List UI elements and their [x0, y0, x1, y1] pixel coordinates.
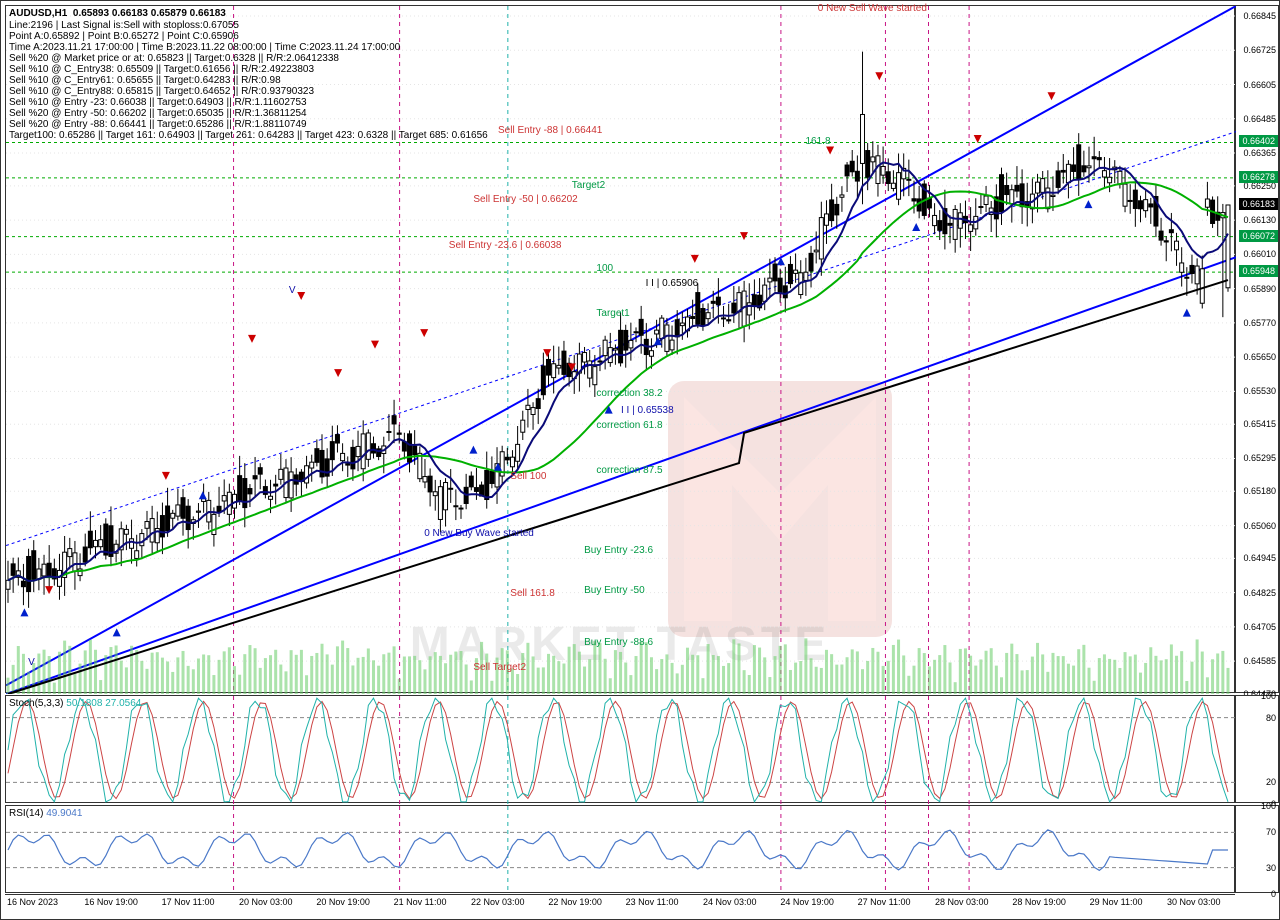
chart-annotation: I I | 0.65906: [646, 278, 699, 289]
ticker-label: AUDUSD,H1 0.65893 0.66183 0.65879 0.6618…: [9, 8, 226, 19]
rsi-label: RSI(14) 49.9041: [9, 808, 82, 819]
price-tag: 0.66402: [1239, 135, 1278, 147]
ytick: 0.65060: [1243, 521, 1276, 531]
xtick: 23 Nov 11:00: [626, 897, 679, 907]
ytick: 0.66130: [1243, 215, 1276, 225]
ytick: 0.65890: [1243, 284, 1276, 294]
yaxis-stoch: 10080200: [1235, 695, 1279, 803]
xtick: 22 Nov 19:00: [548, 897, 602, 907]
chart-annotation: 100: [596, 263, 613, 274]
ytick: 0.64705: [1243, 622, 1276, 632]
header-line-10: Target100: 0.65286 || Target 161: 0.6490…: [9, 130, 488, 141]
chart-annotation: Buy Entry -23.6: [584, 545, 653, 556]
ytick: 0.66010: [1243, 249, 1276, 259]
xtick: 28 Nov 19:00: [1012, 897, 1066, 907]
rsi-svg: [6, 806, 1236, 894]
xtick: 20 Nov 03:00: [239, 897, 293, 907]
chart-annotation: Sell Entry -23.6 | 0.66038: [449, 240, 562, 251]
chart-annotation: V: [289, 285, 296, 296]
stoch-svg: [6, 696, 1236, 804]
stoch-label: Stoch(5,3,3) 50.1808 27.0564: [9, 698, 141, 709]
chart-annotation: 0 New Buy Wave started: [424, 528, 534, 539]
header-line-9: Sell %20 @ Entry -88: 0.66441 || Target:…: [9, 119, 307, 130]
price-tag: 0.66183: [1239, 198, 1278, 210]
chart-annotation: Target2: [572, 180, 605, 191]
ytick: 20: [1266, 777, 1276, 787]
price-tag: 0.65948: [1239, 265, 1278, 277]
chart-annotation: Sell Entry -88 | 0.66441: [498, 125, 602, 136]
xtick: 24 Nov 19:00: [780, 897, 834, 907]
ytick: 0.66605: [1243, 80, 1276, 90]
ytick: 0: [1271, 889, 1276, 899]
xtick: 16 Nov 2023: [7, 897, 58, 907]
ytick: 0.65295: [1243, 453, 1276, 463]
yaxis-rsi: 10070300: [1235, 805, 1279, 893]
rsi-panel[interactable]: RSI(14) 49.9041: [5, 805, 1235, 893]
ytick: 0.65650: [1243, 352, 1276, 362]
ytick: 30: [1266, 863, 1276, 873]
xtick: 20 Nov 19:00: [316, 897, 370, 907]
header-line-6: Sell %10 @ C_Entry88: 0.65815 || Target:…: [9, 86, 314, 97]
ytick: 0.66485: [1243, 114, 1276, 124]
chart-annotation: Buy Entry -50: [584, 585, 645, 596]
ytick: 80: [1266, 713, 1276, 723]
header-line-2: Time A:2023.11.21 17:00:00 | Time B:2023…: [9, 42, 400, 53]
header-line-8: Sell %20 @ Entry -50: 0.66202 || Target:…: [9, 108, 307, 119]
chart-annotation: V: [28, 657, 35, 668]
chart-annotation: Buy Entry -88.6: [584, 637, 653, 648]
xtick: 24 Nov 03:00: [703, 897, 757, 907]
chart-container: MARKET TASTE AUDUSD,H1 0.65893 0.66183 0…: [0, 0, 1280, 920]
ytick: 0.64945: [1243, 553, 1276, 563]
ytick: 0.64585: [1243, 656, 1276, 666]
chart-annotation: correction 87.5: [596, 465, 662, 476]
xtick: 17 Nov 11:00: [162, 897, 215, 907]
ytick: 0.65180: [1243, 486, 1276, 496]
xtick: 16 Nov 19:00: [84, 897, 138, 907]
chart-annotation: Sell 161.8: [510, 588, 554, 599]
price-tag: 0.66072: [1239, 230, 1278, 242]
ytick: 0.66365: [1243, 148, 1276, 158]
xtick: 21 Nov 11:00: [394, 897, 447, 907]
header-line-4: Sell %10 @ C_Entry38: 0.65509 || Target:…: [9, 64, 314, 75]
header-line-1: Point A:0.65892 | Point B:0.65272 | Poin…: [9, 31, 239, 42]
chart-annotation: correction 61.8: [596, 420, 662, 431]
ytick: 0.64825: [1243, 588, 1276, 598]
price-tag: 0.66278: [1239, 171, 1278, 183]
chart-annotation: correction 38.2: [596, 388, 662, 399]
chart-annotation: Sell 100: [510, 471, 546, 482]
ytick: 0.65770: [1243, 318, 1276, 328]
xtick: 29 Nov 11:00: [1090, 897, 1143, 907]
ytick: 100: [1261, 691, 1276, 701]
main-price-chart[interactable]: MARKET TASTE AUDUSD,H1 0.65893 0.66183 0…: [5, 5, 1235, 693]
chart-annotation: I I | 0.65538: [621, 405, 674, 416]
chart-annotation: Sell Entry -50 | 0.66202: [473, 194, 577, 205]
header-line-0: Line:2196 | Last Signal is:Sell with sto…: [9, 20, 239, 31]
ytick: 0.65530: [1243, 386, 1276, 396]
ytick: 0.65415: [1243, 419, 1276, 429]
chart-annotation: Target1: [596, 308, 629, 319]
ytick: 100: [1261, 801, 1276, 811]
ytick: 70: [1266, 827, 1276, 837]
ytick: 0.66845: [1243, 11, 1276, 21]
xtick: 30 Nov 03:00: [1167, 897, 1221, 907]
xtick: 22 Nov 03:00: [471, 897, 525, 907]
xtick: 27 Nov 11:00: [858, 897, 911, 907]
chart-annotation: 0 New Sell Wave started: [818, 3, 927, 14]
header-line-7: Sell %10 @ Entry -23: 0.66038 || Target:…: [9, 97, 307, 108]
header-line-3: Sell %20 @ Market price or at: 0.65823 |…: [9, 53, 339, 64]
yaxis-main: 0.66845 0.66725 0.66605 0.66485 0.66365 0.662…: [1235, 5, 1279, 693]
header-line-5: Sell %10 @ C_Entry61: 0.65655 || Target:…: [9, 75, 281, 86]
chart-annotation: 161.8: [806, 136, 831, 147]
stochastic-panel[interactable]: Stoch(5,3,3) 50.1808 27.0564: [5, 695, 1235, 803]
chart-annotation: Sell Target2: [473, 662, 526, 673]
xtick: 28 Nov 03:00: [935, 897, 989, 907]
xaxis: 16 Nov 2023 16 Nov 19:00 17 Nov 11:00 20 No…: [5, 894, 1235, 918]
ytick: 0.66725: [1243, 45, 1276, 55]
